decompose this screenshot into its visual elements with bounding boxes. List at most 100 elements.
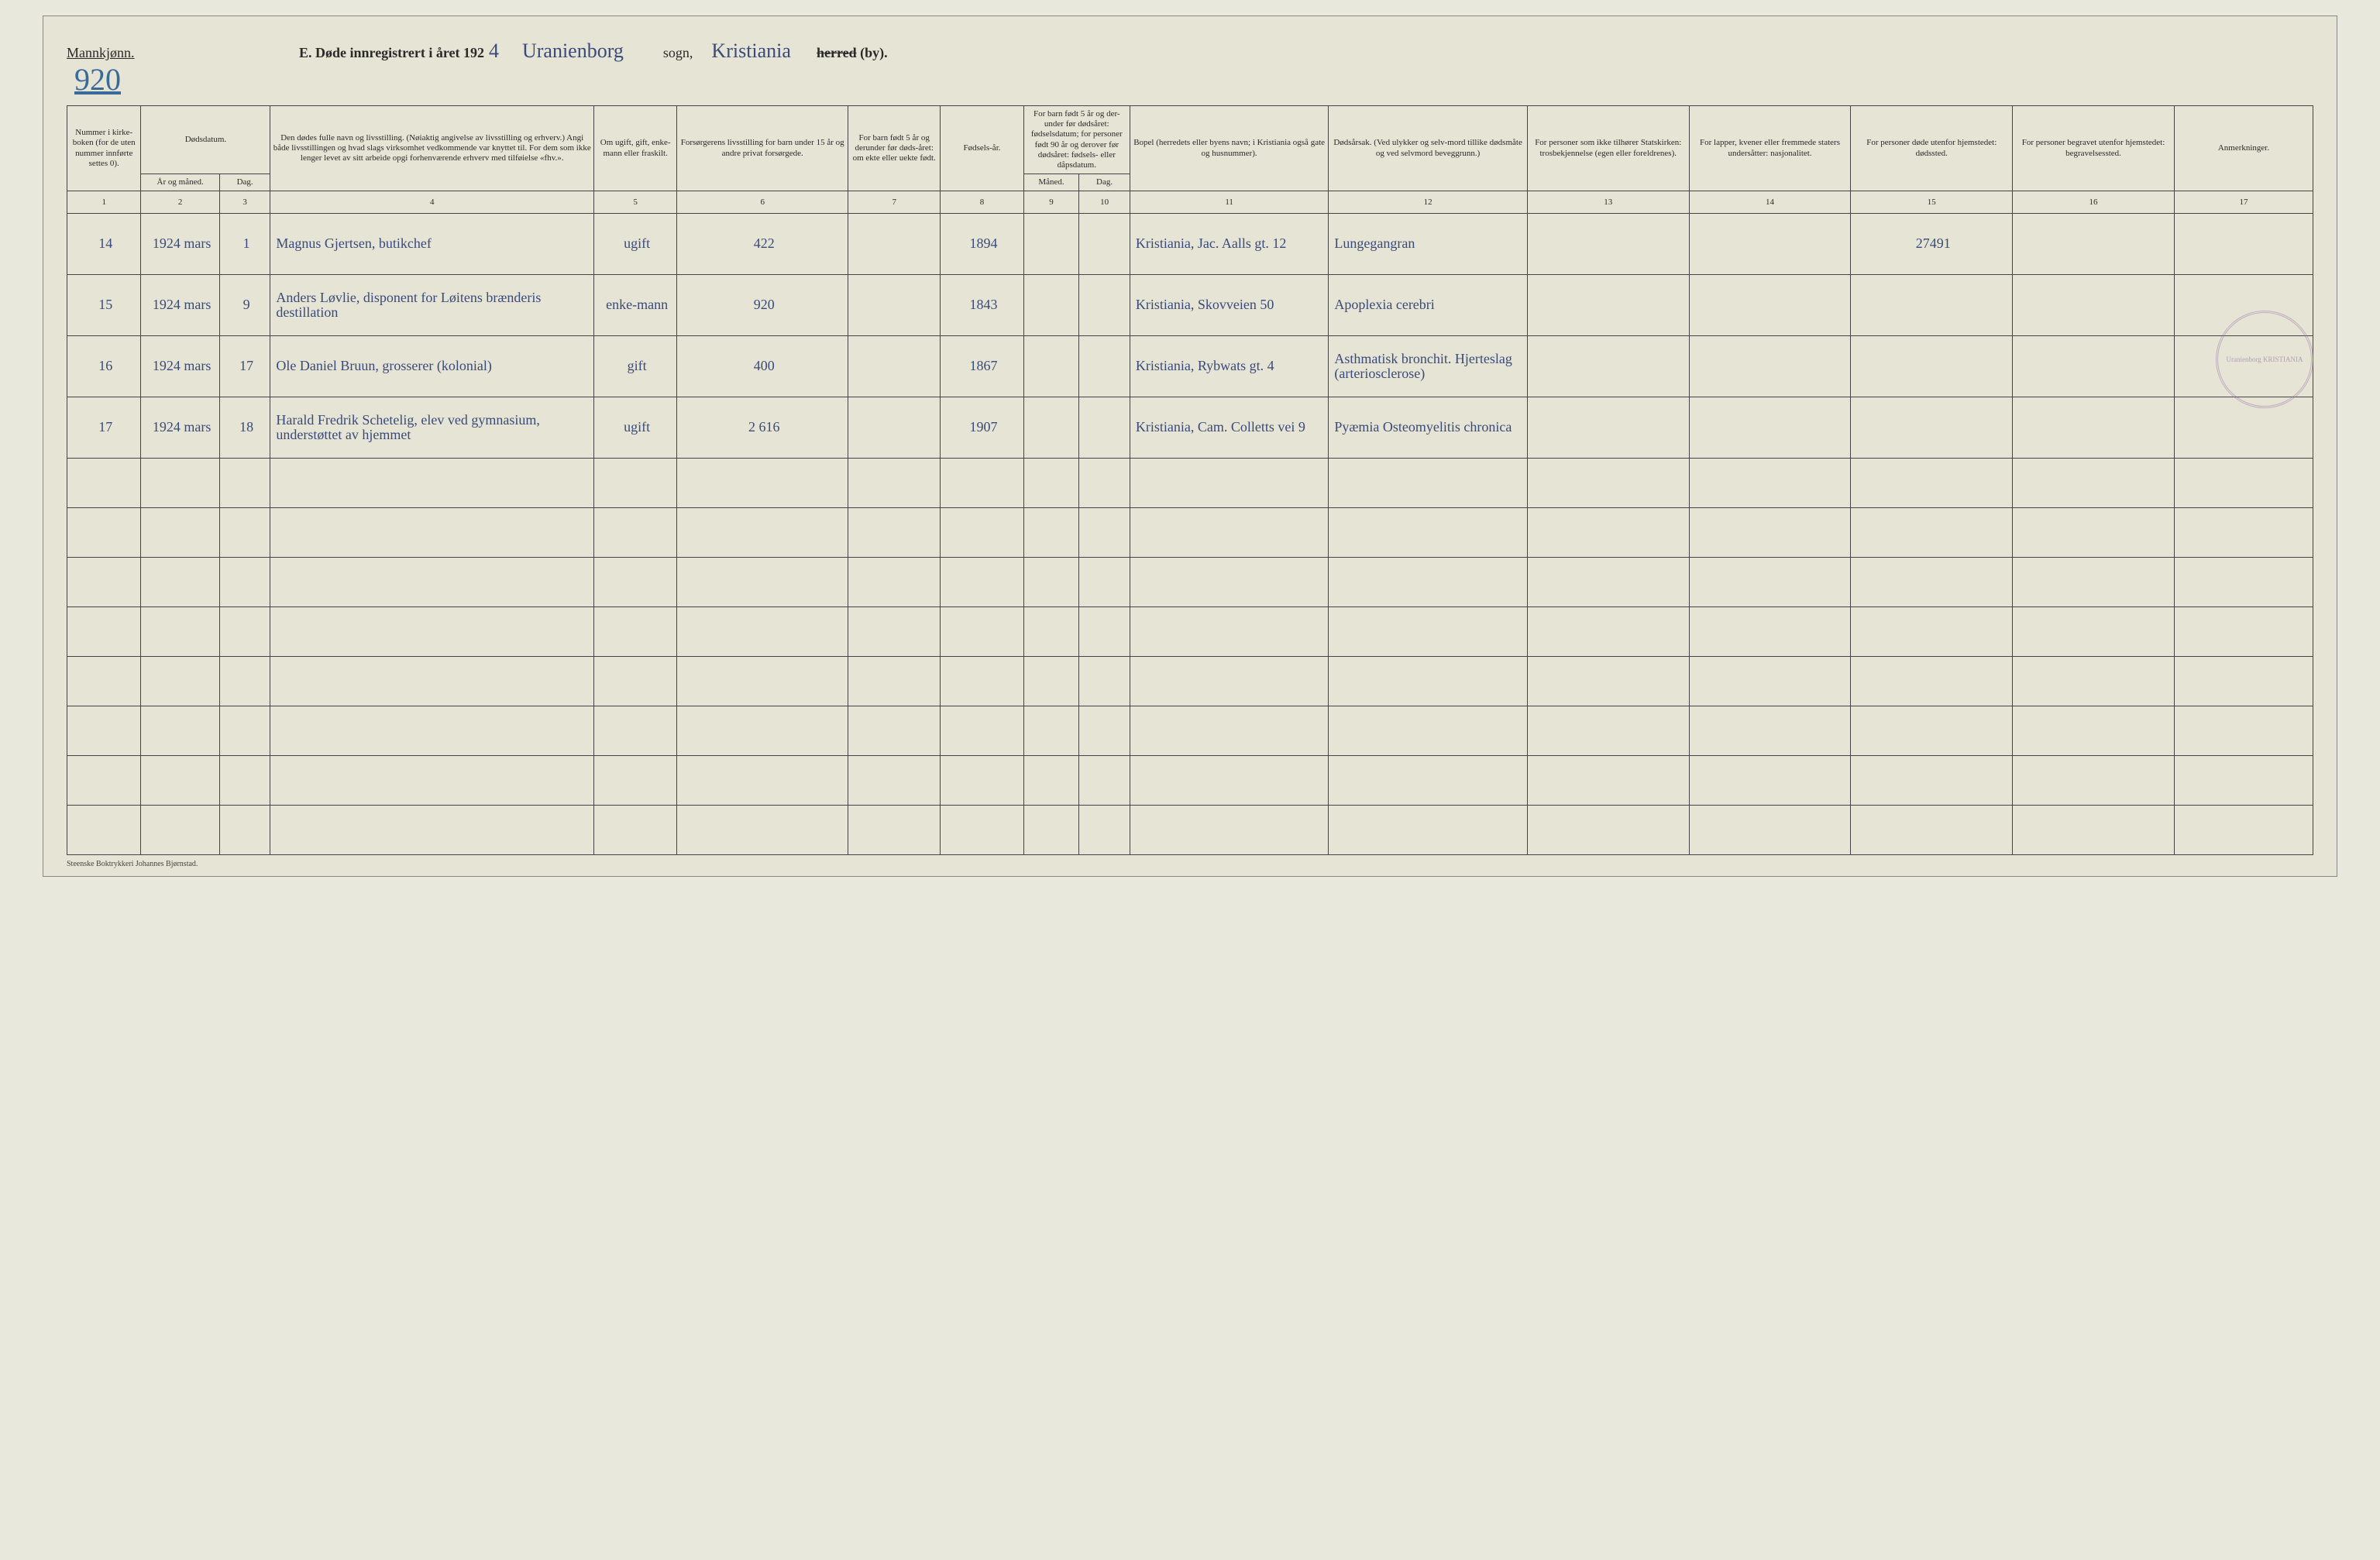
cell-empty: [1130, 607, 1329, 657]
cell-empty: [219, 558, 270, 607]
table-row: 161924 mars17Ole Daniel Bruun, grosserer…: [67, 336, 2313, 397]
table-row: 171924 mars18Harald Fredrik Schetelig, e…: [67, 397, 2313, 459]
cell-status: gift: [593, 336, 676, 397]
cell-empty: [1851, 706, 2013, 756]
cell-empty: [1130, 806, 1329, 855]
cell-empty: [1329, 558, 1528, 607]
cell-num: 15: [67, 275, 141, 336]
cell-value: Kristiania, Rybwats gt. 4: [1133, 359, 1326, 374]
cell-value: ugift: [597, 420, 674, 435]
cell-empty: [1079, 706, 1130, 756]
cell-empty: [270, 706, 594, 756]
cell-c7: [848, 214, 941, 275]
cell-value: 1907: [943, 420, 1020, 435]
cell-empty: [593, 508, 676, 558]
cell-empty: [1851, 657, 2013, 706]
cell-value: Pyæmia Osteomyelitis chronica: [1331, 420, 1525, 435]
table-head: Nummer i kirke-boken (for de uten nummer…: [67, 106, 2313, 214]
cell-empty: [1130, 657, 1329, 706]
cell-cause: Pyæmia Osteomyelitis chronica: [1329, 397, 1528, 459]
cell-empty: [848, 508, 941, 558]
cell-empty: [67, 508, 141, 558]
cell-empty: [219, 459, 270, 508]
cell-c16: [2013, 336, 2175, 397]
cell-provider: 422: [677, 214, 848, 275]
cell-c16: [2013, 397, 2175, 459]
cell-empty: [2174, 756, 2313, 806]
table-row-empty: [67, 459, 2313, 508]
table-row-empty: [67, 806, 2313, 855]
cell-value: 1: [222, 236, 268, 252]
cell-empty: [1689, 756, 1851, 806]
cell-c10: [1079, 214, 1130, 275]
cell-day: 1: [219, 214, 270, 275]
cell-empty: [2013, 756, 2175, 806]
cell-empty: [1023, 706, 1079, 756]
cell-value: Magnus Gjertsen, butikchef: [273, 236, 591, 252]
cell-empty: [2174, 657, 2313, 706]
table-row: 151924 mars9Anders Løvlie, disponent for…: [67, 275, 2313, 336]
cell-empty: [1329, 706, 1528, 756]
cell-empty: [141, 459, 219, 508]
cell-empty: [2174, 607, 2313, 657]
colnum: 17: [2174, 191, 2313, 214]
colnum: 15: [1851, 191, 2013, 214]
cell-empty: [1079, 459, 1130, 508]
cell-empty: [1329, 508, 1528, 558]
cell-empty: [1689, 706, 1851, 756]
herred-struck: herred: [817, 45, 857, 60]
cell-c10: [1079, 275, 1130, 336]
cell-empty: [1023, 459, 1079, 508]
cell-empty: [1527, 607, 1689, 657]
cell-value: ugift: [597, 236, 674, 252]
cell-empty: [1079, 657, 1130, 706]
cell-empty: [677, 508, 848, 558]
cell-empty: [2013, 558, 2175, 607]
cell-value: 1924 mars: [143, 359, 216, 374]
cell-empty: [141, 558, 219, 607]
cell-name: Anders Løvlie, disponent for Løitens bræ…: [270, 275, 594, 336]
cell-empty: [270, 558, 594, 607]
th-5: Om ugift, gift, enke-mann eller fraskilt…: [593, 106, 676, 191]
cell-value: 920: [679, 297, 845, 313]
cell-empty: [593, 756, 676, 806]
cell-empty: [941, 558, 1023, 607]
cell-empty: [270, 508, 594, 558]
cell-value: 1924 mars: [143, 420, 216, 435]
header-row: Mannkjønn. 920 E. Døde innregistrert i å…: [67, 40, 2313, 98]
cell-empty: [1527, 508, 1689, 558]
cell-empty: [1851, 607, 2013, 657]
cell-residence: Kristiania, Rybwats gt. 4: [1130, 336, 1329, 397]
colnum: 2: [141, 191, 219, 214]
th-2: Dødsdatum.: [141, 106, 270, 174]
cell-provider: 920: [677, 275, 848, 336]
cell-cause: Asthmatisk bronchit. Hjerteslag (arterio…: [1329, 336, 1528, 397]
cell-value: 1924 mars: [143, 236, 216, 252]
cell-empty: [1527, 756, 1689, 806]
colnum: 4: [270, 191, 594, 214]
cell-c17: [2174, 214, 2313, 275]
cell-c10: [1079, 397, 1130, 459]
cell-empty: [848, 756, 941, 806]
cell-value: 17: [70, 420, 138, 435]
cell-empty: [1851, 806, 2013, 855]
cell-value: Kristiania, Cam. Colletts vei 9: [1133, 420, 1326, 435]
cell-empty: [219, 657, 270, 706]
cell-empty: [270, 756, 594, 806]
cell-empty: [593, 459, 676, 508]
cell-empty: [2013, 508, 2175, 558]
cell-c9: [1023, 336, 1079, 397]
title-block: E. Døde innregistrert i året 1924 Uranie…: [175, 40, 2313, 63]
cell-c9: [1023, 397, 1079, 459]
cell-empty: [1689, 508, 1851, 558]
table-row-empty: [67, 508, 2313, 558]
colnum: 16: [2013, 191, 2175, 214]
th-1: Nummer i kirke-boken (for de uten nummer…: [67, 106, 141, 191]
cell-empty: [2174, 558, 2313, 607]
cell-empty: [848, 558, 941, 607]
gender-label: Mannkjønn.: [67, 45, 135, 60]
column-numbers-row: 1 2 3 4 5 6 7 8 9 10 11 12 13 14 15 16 1…: [67, 191, 2313, 214]
cell-empty: [1079, 558, 1130, 607]
cell-empty: [219, 508, 270, 558]
cell-residence: Kristiania, Jac. Aalls gt. 12: [1130, 214, 1329, 275]
